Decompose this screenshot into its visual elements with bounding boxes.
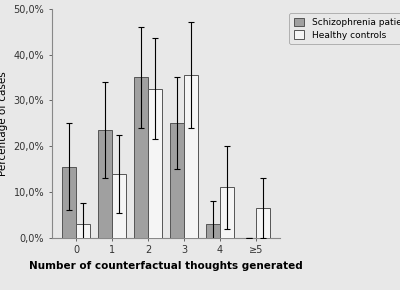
Y-axis label: Percentage of cases: Percentage of cases <box>0 71 8 176</box>
Bar <box>112 174 126 238</box>
Bar <box>170 123 184 238</box>
Bar <box>98 130 112 238</box>
Bar <box>62 167 76 238</box>
Bar <box>220 187 234 238</box>
Bar <box>206 224 220 238</box>
X-axis label: Number of counterfactual thoughts generated: Number of counterfactual thoughts genera… <box>29 261 303 271</box>
Legend: Schizophrenia patients, Healthy controls: Schizophrenia patients, Healthy controls <box>289 13 400 44</box>
Bar <box>76 224 90 238</box>
Bar <box>134 77 148 238</box>
Bar <box>184 75 198 238</box>
Bar <box>256 208 270 238</box>
Bar <box>148 89 162 238</box>
